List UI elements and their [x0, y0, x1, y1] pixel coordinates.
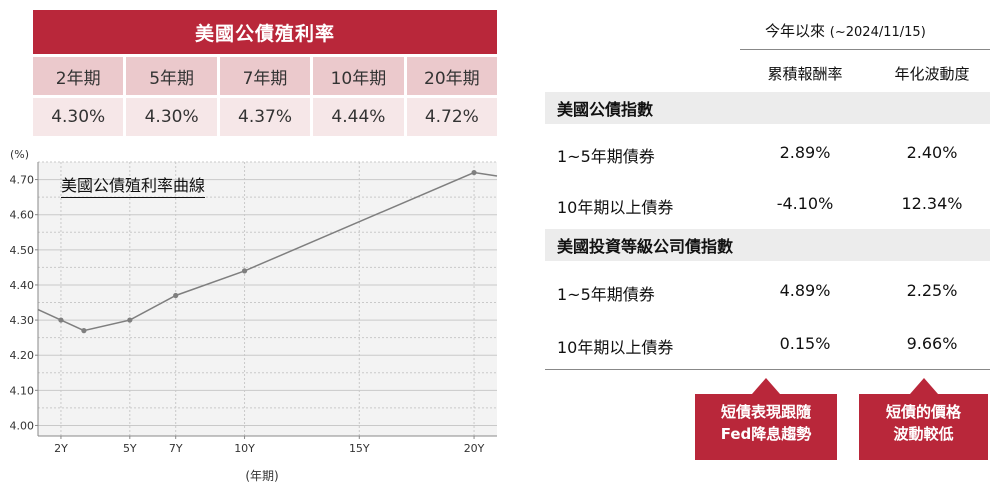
y-tick-label: 4.60 [10, 209, 35, 222]
x-tick-label: 15Y [349, 442, 370, 455]
cumulative-return-value: 2.89% [779, 143, 831, 162]
yield-header-cell: 10年期 [313, 57, 404, 95]
volatility-value: 2.25% [906, 281, 958, 300]
col-header-annualized-volatility: 年化波動度 [894, 65, 970, 83]
callout-short-bond-volatility: 短債的價格 波動較低 [859, 378, 988, 460]
callout-line: 短債表現跟隨 [720, 403, 811, 421]
period-label-text: 今年以來 [765, 22, 826, 40]
yield-value-cell: 4.30% [126, 98, 217, 136]
category-treasury-index: 美國公債指數 [545, 92, 990, 124]
y-unit-label: (%) [10, 148, 29, 161]
x-axis-label: (年期) [245, 469, 278, 483]
series-line [37, 171, 498, 332]
yield-header-cell: 7年期 [219, 57, 311, 95]
x-tick-label: 10Y [234, 442, 255, 455]
yield-table: 美國公債殖利率 2年期 5年期 7年期 10年期 20年期 4.30% 4.30… [33, 10, 498, 136]
yield-curve-chart: 4.00 4.10 4.20 4.30 4.40 4.50 4.60 4.70 (%) 2Y 5Y 7… [0, 140, 500, 489]
volatility-value: 2.40% [906, 143, 958, 162]
data-point [127, 317, 133, 323]
data-point [173, 292, 179, 299]
yield-table-value-row: 4.30% 4.30% 4.37% 4.44% 4.72% [33, 98, 498, 136]
table-row: 1~5年期債券 4.89% 2.25% [545, 273, 990, 307]
col-header-cumulative-return: 累積報酬率 [767, 65, 843, 83]
callout-short-bond-fed: 短債表現跟隨 Fed降息趨勢 [695, 378, 837, 460]
data-point [58, 317, 64, 323]
x-tick-label: 20Y [464, 442, 485, 455]
y-tick-label: 4.40 [10, 279, 35, 292]
table-bottom-divider [545, 369, 990, 370]
cumulative-return-value: 0.15% [779, 334, 831, 353]
y-tick-label: 4.20 [10, 349, 35, 362]
table-row: 10年期以上債券 -4.10% 12.34% [545, 186, 990, 220]
table-row: 1~5年期債券 2.89% 2.40% [545, 135, 990, 169]
row-label: 10年期以上債券 [557, 198, 674, 217]
cumulative-return-value: 4.89% [779, 281, 831, 300]
table-row: 10年期以上債券 0.15% 9.66% [545, 326, 990, 360]
yield-value-cell: 4.37% [219, 98, 311, 136]
yield-table-title: 美國公債殖利率 [33, 10, 497, 54]
y-tick-label: 4.00 [10, 419, 35, 432]
yield-header-cell: 2年期 [33, 57, 124, 95]
data-point [241, 268, 248, 274]
volatility-value: 12.34% [901, 194, 963, 213]
y-tick-label: 4.70 [10, 174, 35, 187]
row-label: 10年期以上債券 [557, 338, 674, 357]
x-tick-label: 7Y [169, 442, 183, 455]
plot-background [38, 162, 497, 436]
row-label: 1~5年期債券 [557, 147, 655, 166]
chart-title: 美國公債殖利率曲線 [61, 172, 206, 198]
volatility-value: 9.66% [906, 334, 958, 353]
yield-value-cell: 4.30% [33, 98, 124, 136]
yield-value-cell: 4.44% [313, 98, 404, 136]
data-point [81, 328, 87, 334]
yield-header-cell: 20年期 [406, 57, 498, 95]
x-tick-label: 2Y [54, 442, 68, 455]
yield-curve-svg: 4.00 4.10 4.20 4.30 4.40 4.50 4.60 4.70 (%) 2Y 5Y 7… [10, 148, 498, 483]
y-tick-label: 4.30 [10, 314, 35, 327]
data-point [471, 169, 477, 176]
y-tick-label: 4.10 [10, 384, 35, 397]
row-label: 1~5年期債券 [557, 285, 655, 304]
header-divider [740, 49, 990, 50]
cumulative-return-value: -4.10% [776, 194, 834, 213]
callout-line: Fed降息趨勢 [720, 425, 812, 443]
callout-line: 短債的價格 [885, 403, 961, 421]
yield-header-cell: 5年期 [126, 57, 217, 95]
period-label: 今年以來 (~2024/11/15) [765, 20, 926, 41]
yield-value-cell: 4.72% [406, 98, 498, 136]
period-date-range: (~2024/11/15) [829, 25, 926, 40]
y-tick-label: 4.50 [10, 244, 35, 257]
category-corporate-index: 美國投資等級公司債指數 [545, 229, 990, 261]
yield-table-header-row: 2年期 5年期 7年期 10年期 20年期 [33, 57, 498, 95]
x-tick-label: 5Y [123, 442, 137, 455]
callout-line: 波動較低 [893, 425, 954, 443]
returns-table: 今年以來 (~2024/11/15) 累積報酬率 年化波動度 美國公債指數 1~… [545, 0, 995, 489]
